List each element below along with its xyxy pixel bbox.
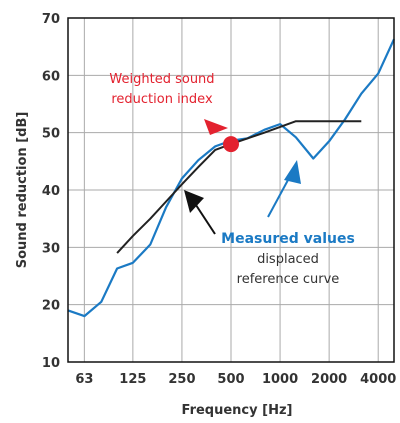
reference-series-line [116, 120, 362, 254]
y-axis-label: Sound reduction [dB] [15, 112, 30, 269]
x-axis-label: Frequency [Hz] [182, 403, 293, 418]
x-tick-label-2000: 2000 [311, 372, 347, 387]
y-tick-label-70: 70 [42, 12, 60, 27]
displaced-reference-label-line2: reference curve [237, 272, 340, 287]
plot-frame [67, 17, 395, 363]
x-tick-labels: 63 125 250 500 1000 2000 4000 [75, 372, 396, 387]
y-tick-label-60: 60 [42, 69, 60, 84]
x-tick-label-250: 250 [168, 372, 195, 387]
black-arrow-shaft [193, 201, 216, 235]
x-tick-label-1000: 1000 [262, 372, 298, 387]
blue-arrow-shaft [267, 179, 289, 218]
weighted-index-point [223, 136, 239, 153]
black-arrow-icon [184, 190, 204, 213]
y-tick-label-40: 40 [42, 184, 60, 199]
x-tick-label-500: 500 [217, 372, 244, 387]
blue-arrow-icon [284, 160, 301, 184]
y-tick-label-50: 50 [42, 127, 60, 142]
weighted-index-label-line2: reduction index [111, 92, 213, 107]
grid [68, 17, 394, 363]
measured-values-label: Measured values [221, 231, 355, 247]
y-tick-label-20: 20 [42, 299, 60, 314]
y-tick-label-10: 10 [42, 356, 60, 371]
annotation-arrows [184, 119, 301, 235]
displaced-reference-label-line1: displaced [257, 252, 319, 267]
weighted-index-label-line1: Weighted sound [109, 72, 214, 87]
x-tick-label-125: 125 [119, 372, 146, 387]
y-tick-labels: 10 20 30 40 50 60 70 [42, 12, 60, 371]
x-tick-label-4000: 4000 [360, 372, 396, 387]
y-tick-label-30: 30 [42, 241, 60, 256]
red-arrow-icon [204, 119, 228, 135]
x-tick-label-63: 63 [75, 372, 93, 387]
